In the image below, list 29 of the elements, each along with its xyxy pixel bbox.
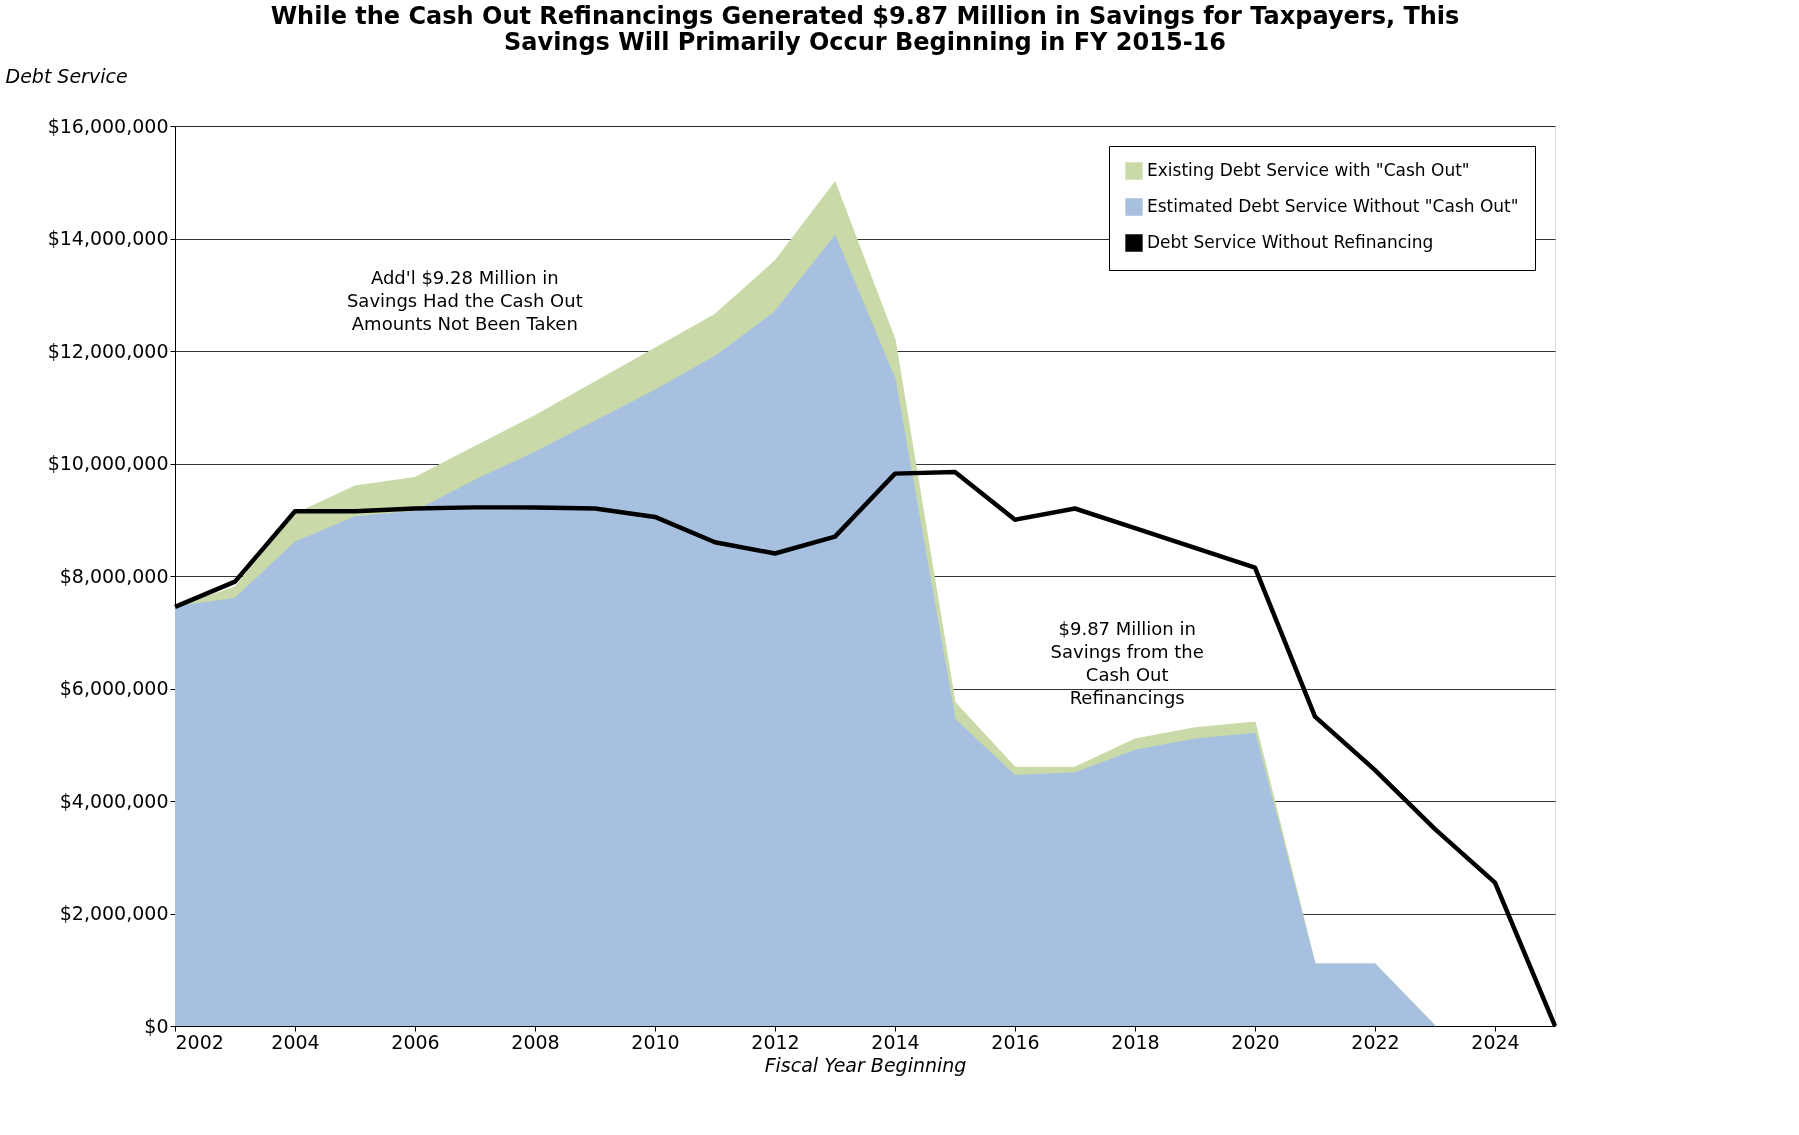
x-axis-title: Fiscal Year Beginning (764, 1053, 967, 1076)
x-tick-label: 2024 (1471, 1030, 1520, 1053)
y-tick-label: $4,000,000 (59, 789, 169, 812)
x-tick-label: 2004 (271, 1030, 320, 1053)
x-tick-label: 2002 (175, 1030, 224, 1053)
y-tick-label: $12,000,000 (47, 339, 169, 362)
y-tick-label: $10,000,000 (47, 452, 169, 474)
y-tick-label: $6,000,000 (59, 677, 169, 699)
annotation: Add'l $9.28 Million in Savings Had the Cash Out Amounts Not Been Taken (346, 267, 583, 334)
chart-title: While the Cash Out Refinancings Generated $9.87 Million in Savings for Taxpayers, This Savings Will Primarily Occur Beginning in FY 2015-16 (270, 2, 1460, 56)
y-tick-label: $8,000,000 (59, 564, 169, 587)
x-tick-label: 2018 (1111, 1030, 1160, 1053)
x-tick-label: 2006 (391, 1030, 440, 1053)
x-tick-label: 2008 (511, 1030, 560, 1053)
x-tick-label: 2016 (991, 1030, 1040, 1053)
annotation: $9.87 Million in Savings from the Cash Out Refinancings (1050, 618, 1204, 708)
x-tick-label: 2020 (1231, 1030, 1280, 1053)
legend-label: Debt Service Without Refinancing (1147, 232, 1434, 252)
y-tick-label: $2,000,000 (59, 902, 169, 924)
x-tick-label: 2014 (871, 1030, 920, 1053)
y-tick-label: $14,000,000 (47, 227, 169, 249)
y-tick-label: $0 (144, 1014, 169, 1037)
x-tick-label: 2022 (1351, 1030, 1400, 1053)
y-tick-label: $16,000,000 (47, 114, 169, 137)
legend-label: Estimated Debt Service Without "Cash Out" (1147, 196, 1519, 216)
legend-label: Existing Debt Service with "Cash Out" (1147, 160, 1470, 180)
x-tick-label: 2010 (631, 1030, 680, 1053)
y-axis-title: Debt Service (5, 64, 128, 87)
x-tick-label: 2012 (751, 1030, 800, 1053)
